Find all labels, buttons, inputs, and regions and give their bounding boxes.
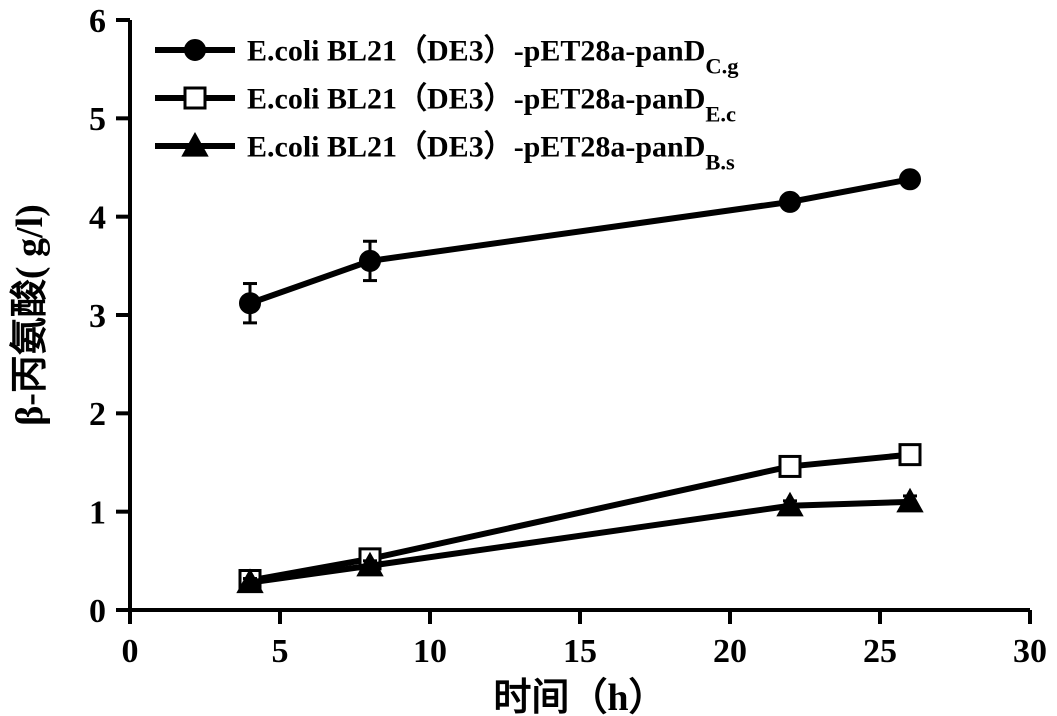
legend-label: E.coli BL21（DE3）-pET28a-panDC.g	[247, 34, 739, 79]
series-line	[250, 455, 910, 581]
series-line	[250, 179, 910, 303]
marker-circle-icon	[240, 293, 260, 313]
y-tick-label: 6	[89, 3, 106, 40]
y-axis-label: β-丙氨酸( g/l)	[9, 204, 51, 426]
y-tick-label: 3	[89, 298, 106, 335]
x-tick-label: 20	[713, 633, 747, 670]
y-tick-label: 5	[89, 101, 106, 138]
marker-circle-icon	[900, 169, 920, 189]
y-tick-label: 0	[89, 593, 106, 630]
legend: E.coli BL21（DE3）-pET28a-panDC.gE.coli BL…	[155, 34, 739, 175]
legend-label: E.coli BL21（DE3）-pET28a-panDE.c	[247, 82, 736, 127]
y-tick-label: 4	[89, 200, 106, 237]
marker-circle-icon	[780, 192, 800, 212]
y-tick-label: 1	[89, 495, 106, 532]
legend-label: E.coli BL21（DE3）-pET28a-panDB.s	[247, 130, 735, 175]
line-chart: 0 5 10 15 20 25 30 0 1 2 3 4 5 6 时间（h） β-丙氨酸( g/l) E.col…	[0, 0, 1057, 716]
x-tick-label: 10	[413, 633, 447, 670]
marker-square-icon	[900, 445, 920, 465]
y-tick-label: 2	[89, 396, 106, 433]
x-tick-label: 15	[563, 633, 597, 670]
x-tick-label: 30	[1013, 633, 1047, 670]
marker-circle-icon	[185, 40, 205, 60]
series-cg	[240, 169, 920, 323]
marker-circle-icon	[360, 251, 380, 271]
chart-container: 0 5 10 15 20 25 30 0 1 2 3 4 5 6 时间（h） β-丙氨酸( g/l) E.col…	[0, 0, 1057, 716]
series-bs	[238, 490, 922, 592]
marker-square-icon	[780, 456, 800, 476]
x-tick-label: 25	[863, 633, 897, 670]
x-tick-label: 0	[122, 633, 139, 670]
x-axis-label: 时间（h）	[493, 677, 666, 716]
x-tick-label: 5	[272, 633, 289, 670]
marker-square-icon	[185, 88, 205, 108]
